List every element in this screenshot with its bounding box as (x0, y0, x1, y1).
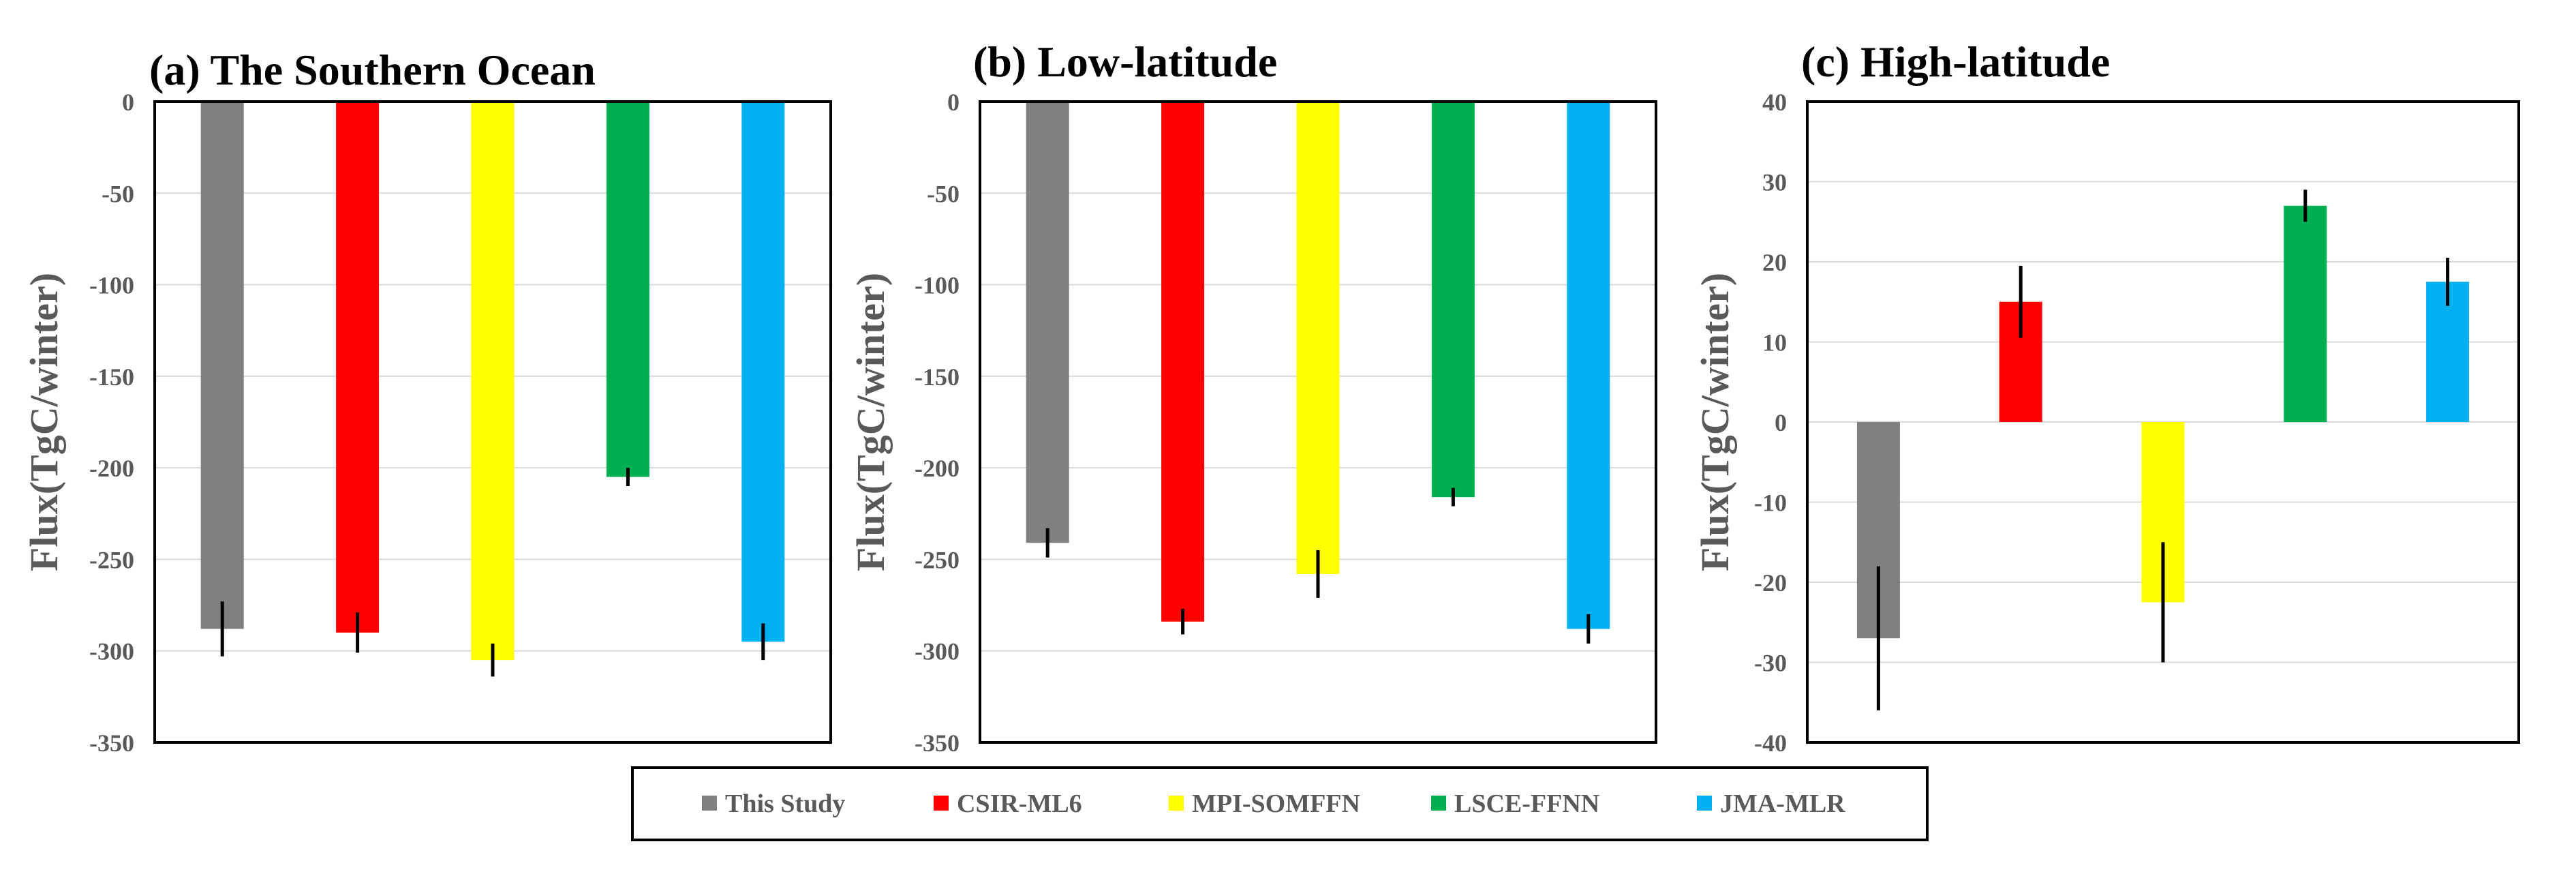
y-tick-label: -30 (1754, 650, 1787, 677)
y-tick-label: -300 (915, 638, 960, 665)
legend-label: This Study (725, 789, 845, 818)
bar-lsce-ffnn (1432, 102, 1475, 497)
y-tick-label: 0 (122, 89, 134, 116)
chart-panel-3: -40 -30 -20 -10 0 10 20 30 40 Flux(TgC/winter) (c)… (1693, 37, 2519, 757)
y-axis-label: Flux(TgC/winter) (22, 273, 66, 571)
y-tick-label: -350 (915, 729, 960, 757)
legend-swatch (1431, 796, 1446, 811)
chart-panel-2: -350 -300 -250 -200 -150 -100 -50 0 Flux(TgC/win… (848, 37, 1656, 757)
bar-lsce-ffnn (607, 102, 649, 477)
bar-jma-mlr (1567, 102, 1610, 629)
y-tick-label: -50 (927, 180, 960, 207)
y-axis-label: Flux(TgC/winter) (1693, 273, 1737, 571)
legend-swatch (702, 796, 717, 811)
legend-swatch (1169, 796, 1184, 811)
y-tick-label: 10 (1762, 329, 1787, 357)
legend-swatch (1697, 796, 1712, 811)
bar-csir-ml6 (336, 102, 379, 633)
y-tick-label: -100 (89, 272, 134, 299)
y-tick-label: -200 (915, 455, 960, 482)
panel-title: (c) High-latitude (1801, 37, 2110, 86)
bar-jma-mlr (741, 102, 784, 642)
legend-label: CSIR-ML6 (957, 789, 1082, 818)
legend-swatch (934, 796, 949, 811)
y-tick-label: 20 (1762, 249, 1787, 276)
y-axis-label: Flux(TgC/winter) (848, 273, 893, 571)
y-tick-label: -50 (102, 180, 134, 207)
y-tick-label: -350 (89, 729, 134, 757)
chart-panel-1: -350 -300 -250 -200 -150 -100 -50 0 Flux(TgC/win… (22, 46, 831, 757)
y-tick-label: -40 (1754, 729, 1787, 757)
chart-panels: -350-300-250-200-150-100-500Flux(TgC/win… (22, 37, 2519, 757)
bar-this-study (1026, 102, 1069, 543)
y-tick-label: -100 (915, 272, 960, 299)
y-tick-label: -150 (915, 363, 960, 391)
y-tick-label: -250 (89, 546, 134, 573)
y-tick-label: 30 (1762, 169, 1787, 196)
chart-legend: This Study CSIR-ML6 MPI-SOMFFN LSCE-FFNN JMA… (632, 768, 1927, 840)
panel-title: (b) Low-latitude (973, 37, 1277, 86)
bar-mpi-somffn (472, 102, 515, 660)
bar-mpi-somffn (1297, 102, 1340, 574)
panel-title: (a) The Southern Ocean (149, 46, 596, 94)
bar-csir-ml6 (1161, 102, 1204, 622)
legend-label: LSCE-FFNN (1454, 789, 1599, 818)
bar-this-study (201, 102, 244, 629)
y-tick-label: -150 (89, 363, 134, 391)
y-tick-label: -20 (1754, 569, 1787, 597)
y-tick-label: -10 (1754, 489, 1787, 517)
legend-item: LSCE-FFNN (1431, 789, 1599, 818)
y-tick-label: -300 (89, 638, 134, 665)
y-tick-label: 0 (1775, 409, 1787, 436)
y-tick-label: 40 (1762, 89, 1787, 116)
legend-label: JMA-MLR (1720, 789, 1845, 818)
y-tick-label: 0 (947, 89, 960, 116)
y-tick-label: -250 (915, 546, 960, 573)
legend-item: MPI-SOMFFN (1169, 789, 1360, 818)
bar-lsce-ffnn (2284, 206, 2327, 422)
y-tick-label: -200 (89, 455, 134, 482)
legend-label: MPI-SOMFFN (1192, 789, 1360, 818)
